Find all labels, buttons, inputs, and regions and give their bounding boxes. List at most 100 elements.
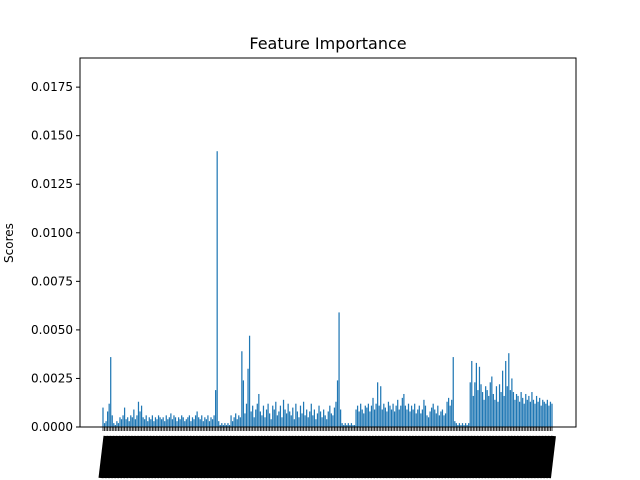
x-tick-labels-overlapping [98,435,556,479]
bar [475,362,478,427]
x-tick-label-mark [323,435,334,479]
x-tick-label-mark [221,435,232,479]
bar [494,399,496,427]
y-tick-label: 0.0075 [31,274,73,288]
bar [188,415,191,427]
bar [247,368,249,427]
bar [130,415,132,427]
bar [451,399,453,427]
x-tick-label-mark [163,435,174,479]
bar [262,405,265,427]
x-tick-label-mark [379,435,390,479]
bar [204,417,206,427]
bar [353,425,356,427]
x-tick-label-mark [487,435,498,479]
bar [343,425,345,427]
bar [441,409,444,427]
bar [478,366,481,427]
x-tick-label-mark [138,435,149,479]
bar [480,384,482,427]
x-tick-label-mark [169,435,180,479]
x-tick-label-mark [502,435,513,479]
x-tick-label-mark [308,435,319,479]
x-tick-label-mark [160,435,171,479]
x-tick-label-mark [117,435,128,479]
x-tick-label-mark [175,435,186,479]
x-tick-label-mark [110,435,121,479]
x-tick-label-mark [428,435,439,479]
bar [154,417,157,427]
x-tick-label-mark [419,435,430,479]
x-tick-label-mark [144,435,155,479]
bar [221,423,223,427]
bar [107,411,109,427]
bar [103,423,106,427]
bar [117,423,120,427]
x-tick-label-mark [215,435,226,479]
bar [147,421,149,427]
bar [296,411,299,427]
bar [210,417,212,427]
bar [253,417,255,427]
x-tick-label-mark [157,435,168,479]
bar [156,419,158,427]
x-tick-label-mark [104,435,115,479]
x-tick-label-mark [209,435,220,479]
bar [191,417,194,427]
plot-frame [79,57,577,428]
x-tick-label-mark [333,435,344,479]
bar [333,407,336,427]
bar [176,421,178,427]
bar [434,409,436,427]
x-tick-label-mark [218,435,229,479]
bar [525,393,527,427]
bar [409,411,411,427]
bar [267,403,269,427]
bar [546,399,548,427]
bar [349,425,351,427]
bar [275,401,277,427]
x-tick-label-mark [447,435,458,479]
bar [114,425,116,427]
bar [509,390,511,427]
bar [432,403,434,427]
bar [248,335,251,427]
bar [415,413,417,427]
bar [120,419,123,427]
x-tick-label-mark [206,435,217,479]
x-tick-label-mark [351,435,362,479]
bar [167,419,169,427]
bar [502,370,504,427]
bar [406,409,408,427]
x-tick-label-mark [431,435,442,479]
x-tick-label-mark [481,435,492,479]
x-tick-label-mark [518,435,529,479]
bar [190,421,192,427]
bar [375,403,377,427]
x-tick-label-mark [154,435,165,479]
x-tick-label-mark [113,435,124,479]
bar [215,390,217,427]
bar [298,417,300,427]
x-tick-label-mark [135,435,146,479]
x-tick-label-mark [234,435,245,479]
x-tick-label-mark [490,435,501,479]
x-tick-label-mark [311,435,322,479]
bar [278,411,280,427]
bar [361,409,363,427]
x-tick-label-mark [527,435,538,479]
bar [309,411,311,427]
bar [347,423,349,427]
x-tick-label-mark [277,435,288,479]
bar [398,409,400,427]
y-axis: 0.0000 0.0025 0.0050 0.0075 0.0100 0.0125 0.01… [31,80,80,434]
bar [276,415,278,427]
bar [289,411,291,427]
bar [287,403,289,427]
bar [187,417,189,427]
x-tick-label-mark [450,435,461,479]
bar [520,392,522,427]
bar [394,411,396,427]
bar [381,409,383,427]
